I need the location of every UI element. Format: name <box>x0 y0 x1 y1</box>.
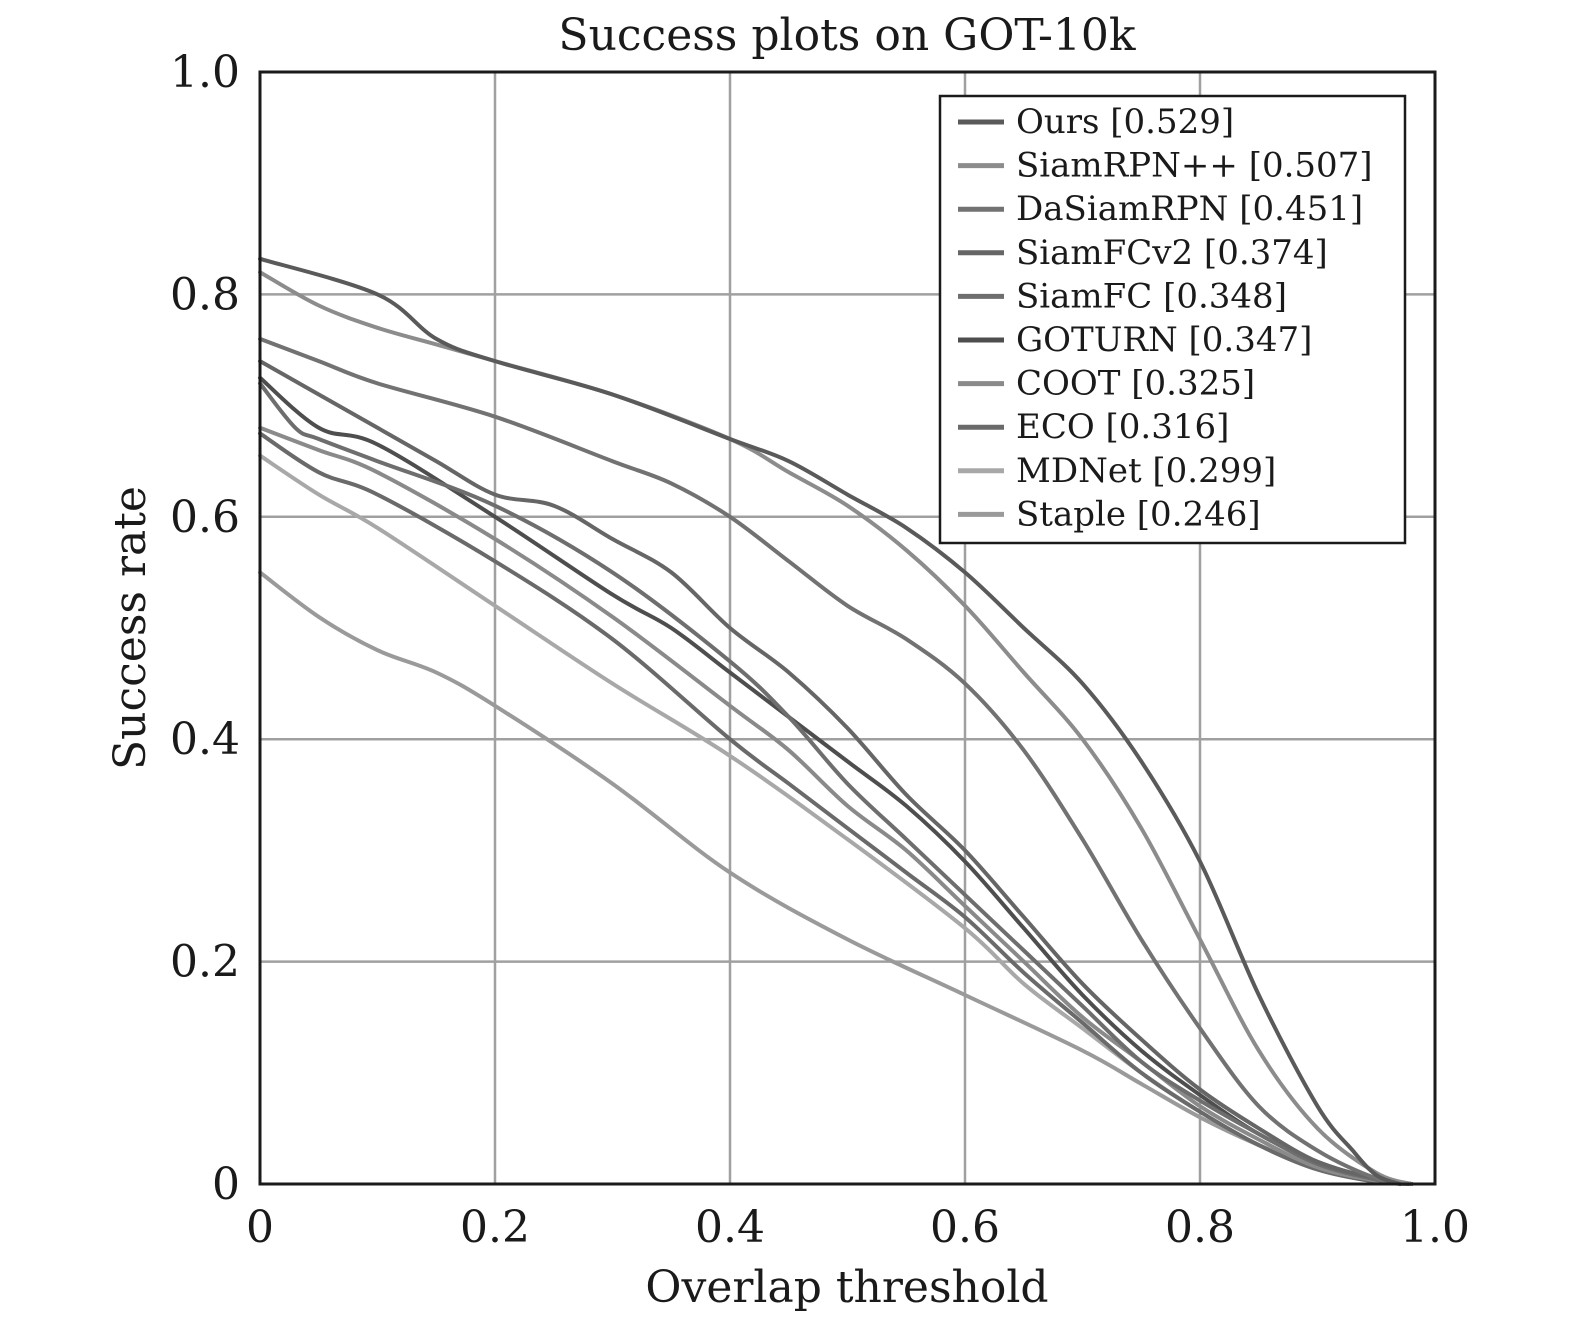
y-tick-label: 0.8 <box>170 269 240 320</box>
legend-label: SiamFC [0.348] <box>1016 276 1287 316</box>
y-axis-label: Success rate <box>105 486 156 770</box>
y-tick-label: 0.2 <box>170 937 240 988</box>
legend-label: GOTURN [0.347] <box>1016 320 1312 360</box>
series-line <box>258 425 1414 1186</box>
legend-label: SiamFCv2 [0.374] <box>1016 233 1328 273</box>
chart-title: Success plots on GOT-10k <box>558 10 1135 61</box>
y-tick-label: 0 <box>212 1159 240 1210</box>
legend-label: COOT [0.325] <box>1016 364 1255 404</box>
series-line <box>258 256 1402 1186</box>
legend-label: ECO [0.316] <box>1016 407 1229 447</box>
legend-box <box>938 94 1407 545</box>
legend-label: Ours [0.529] <box>1016 102 1234 142</box>
tick-labels: 0 0.2 0.4 0.6 0.8 1.0 0 0.2 0.4 0.6 0.8 1.0 <box>170 47 1470 1253</box>
y-tick-label: 0.6 <box>170 492 240 543</box>
y-tick-label: 0.4 <box>170 714 240 765</box>
series-line <box>258 431 1414 1186</box>
plot-frame <box>258 70 1437 1186</box>
x-tick-label: 0.2 <box>460 1202 530 1253</box>
series-line <box>258 336 1414 1186</box>
legend-label: MDNet [0.299] <box>1016 451 1276 491</box>
legend-label: SiamRPN++ [0.507] <box>1016 146 1373 186</box>
x-tick-label: 0.8 <box>1165 1202 1235 1253</box>
series-line <box>258 359 1414 1186</box>
legend: Ours [0.529]SiamRPN++ [0.507]DaSiamRPN [… <box>938 94 1407 545</box>
legend-label: DaSiamRPN [0.451] <box>1016 189 1363 229</box>
x-tick-label: 0 <box>246 1202 274 1253</box>
legend-label: Staple [0.246] <box>1016 494 1261 534</box>
series-line <box>258 381 1414 1186</box>
x-tick-label: 0.6 <box>930 1202 1000 1253</box>
y-tick-label: 1.0 <box>170 47 240 98</box>
series-lines <box>258 256 1414 1186</box>
x-tick-label: 1.0 <box>1400 1202 1470 1253</box>
x-tick-label: 0.4 <box>695 1202 765 1253</box>
x-axis-label: Overlap threshold <box>645 1262 1048 1313</box>
